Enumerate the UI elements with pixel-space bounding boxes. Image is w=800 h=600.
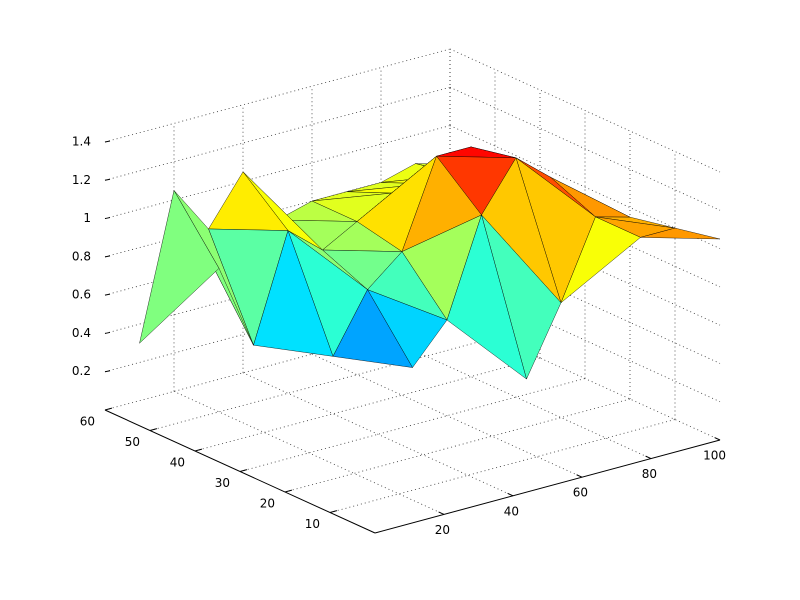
- y-tick-label: 20: [260, 497, 275, 511]
- z-tick: [104, 293, 111, 296]
- x-tick-label: 40: [504, 504, 519, 518]
- surface-patch: [436, 146, 517, 159]
- grid-line: [449, 240, 721, 364]
- y-tick-label: 50: [125, 435, 140, 449]
- z-tick-label: 0.6: [72, 288, 91, 302]
- grid-line: [380, 335, 652, 459]
- x-tick-label: 80: [642, 467, 657, 481]
- x-tick: [438, 511, 445, 515]
- z-tick-label: 0.2: [72, 364, 91, 378]
- z-tick: [104, 255, 111, 258]
- grid-line: [449, 278, 721, 403]
- z-tick-label: 0.8: [72, 249, 91, 263]
- x-axis: [374, 439, 721, 534]
- surface-patch: [446, 214, 527, 380]
- y-tick-label: 30: [215, 476, 230, 490]
- y-tick: [194, 448, 203, 452]
- grid-line: [311, 353, 583, 478]
- y-tick: [104, 407, 113, 411]
- y-tick: [239, 469, 248, 472]
- surface-patch: [640, 227, 721, 240]
- z-tick-label: 1: [83, 211, 91, 225]
- z-tick: [104, 331, 111, 334]
- x-tick: [645, 455, 652, 460]
- x-tick: [714, 437, 721, 441]
- grid-line: [449, 48, 721, 173]
- y-tick-label: 10: [305, 517, 320, 531]
- x-tick: [576, 474, 583, 478]
- z-tick-label: 1.4: [72, 135, 91, 149]
- z-tick-label: 0.4: [72, 326, 91, 340]
- y-tick-label: 60: [80, 415, 95, 429]
- surface-patch: [253, 230, 334, 357]
- y-tick-label: 40: [170, 456, 185, 470]
- x-tick: [507, 492, 514, 497]
- x-tick-label: 20: [435, 523, 450, 537]
- grid-line: [242, 372, 514, 497]
- x-tick-label: 60: [573, 486, 588, 500]
- z-tick: [104, 178, 111, 181]
- y-tick: [284, 489, 293, 493]
- grid-line: [449, 86, 721, 211]
- surface-patch: [139, 190, 220, 344]
- z-tick: [104, 217, 111, 220]
- grid-line: [449, 125, 721, 249]
- surface-patch: [208, 171, 289, 231]
- z-tick-label: 1.2: [72, 173, 91, 187]
- y-tick: [329, 510, 338, 513]
- surface-patch: [332, 289, 413, 368]
- x-tick-label: 100: [703, 449, 726, 463]
- grid-line: [104, 48, 451, 143]
- z-tick: [104, 370, 111, 373]
- grid-line: [173, 391, 445, 515]
- z-tick: [104, 140, 111, 143]
- grid-line: [104, 86, 451, 181]
- surface-patch: [560, 216, 641, 303]
- y-tick: [149, 428, 158, 431]
